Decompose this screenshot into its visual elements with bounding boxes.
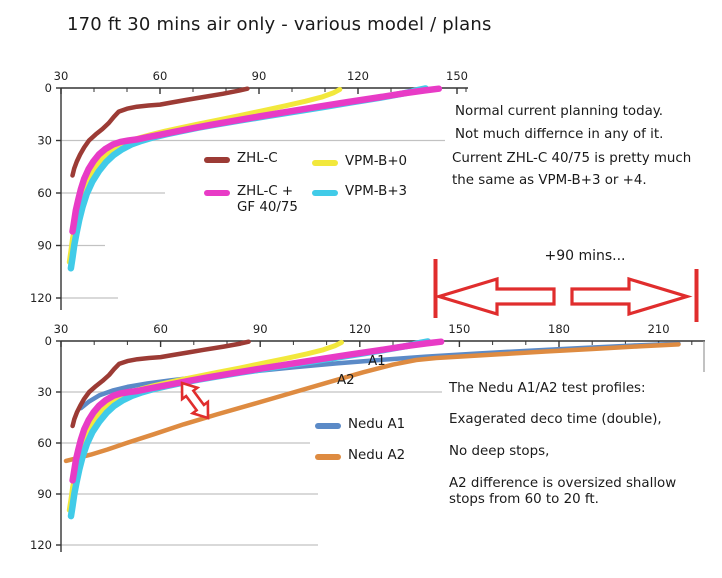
double-arrow-icon (180, 381, 210, 420)
x-tick-label: 60 (153, 69, 168, 83)
zhl-c-swatch (204, 157, 230, 163)
legend-label-line2: GF 40/75 (237, 200, 298, 215)
vpm-b0-swatch (312, 160, 338, 166)
bottom-note-line-5: stops from 60 to 20 ft. (449, 492, 599, 507)
legend-entry-zhl-c: ZHL-C (204, 151, 278, 167)
legend-label: Nedu A1 (348, 417, 406, 432)
x-tick-label: 150 (446, 69, 468, 83)
legend-entry-nedu-a1: Nedu A1 (315, 417, 405, 433)
x-tick-label: 180 (548, 322, 570, 336)
arrow-left-icon (433, 276, 556, 317)
x-tick-label: 150 (448, 322, 470, 336)
bottom-note-line-2: Exagerated deco time (double), (449, 412, 662, 427)
bottom-note-line-1: The Nedu A1/A2 test profiles: (449, 381, 646, 396)
x-tick-label: 120 (347, 69, 369, 83)
legend-entry-vpm-b0: VPM-B+0 (312, 154, 407, 170)
y-tick-label: 0 (45, 334, 52, 348)
legend-entry-vpm-b3: VPM-B+3 (312, 184, 407, 200)
a2-curve-label: A2 (337, 373, 355, 388)
series-zhl-c (70, 86, 250, 178)
page-title: 170 ft 30 mins air only - various model … (67, 14, 492, 35)
y-tick-label: 60 (37, 186, 52, 200)
x-tick-label: 210 (648, 322, 670, 336)
bottom-note-line-3: No deep stops, (449, 444, 550, 459)
legend-label: VPM-B+0 (345, 154, 408, 169)
x-tick-label: 30 (54, 322, 69, 336)
y-tick-label: 90 (37, 239, 52, 253)
legend-label: ZHL-C + (237, 184, 294, 199)
series-zhl-c-gf-40-75 (69, 338, 445, 484)
nedu-a2-swatch (315, 454, 341, 460)
x-tick-label: 90 (252, 69, 267, 83)
legend-entry-nedu-a2: Nedu A2 (315, 448, 405, 464)
top-note-line-4: the same as VPM-B+3 or +4. (452, 173, 647, 188)
plus-90-mins-label: +90 mins... (544, 248, 626, 264)
top-note-line-1: Normal current planning today. (455, 104, 664, 119)
top-note-line-3: Current ZHL-C 40/75 is pretty much (452, 151, 692, 166)
y-tick-label: 90 (37, 487, 52, 501)
a1-curve-label: A1 (368, 354, 386, 369)
arrow-right-icon (570, 276, 693, 317)
y-tick-label: 0 (45, 81, 52, 95)
legend-label: Nedu A2 (348, 448, 406, 463)
y-tick-label: 60 (37, 436, 52, 450)
x-tick-label: 60 (153, 322, 168, 336)
top-note-line-2: Not much differnce in any of it. (455, 127, 664, 142)
vpm-b3-swatch (312, 190, 338, 196)
legend-entry-zhl-c-gf: ZHL-C + GF 40/75 (204, 184, 298, 216)
y-tick-label: 30 (37, 134, 52, 148)
series-nedu-a2 (63, 342, 681, 464)
bottom-note-line-4: A2 difference is oversized shallow (449, 476, 677, 491)
y-tick-label: 30 (37, 385, 52, 399)
x-tick-label: 90 (253, 322, 268, 336)
legend-label: ZHL-C (237, 151, 278, 166)
series-zhl-c-gf-40-75 (69, 85, 443, 235)
series-zhl-c (70, 339, 251, 429)
nedu-a1-swatch (315, 423, 341, 429)
y-tick-label: 120 (30, 538, 52, 552)
legend-label: VPM-B+3 (345, 184, 408, 199)
x-tick-label: 120 (349, 322, 371, 336)
zhl-c-gf-swatch (204, 190, 230, 196)
x-tick-label: 30 (54, 69, 69, 83)
y-tick-label: 120 (30, 291, 52, 305)
